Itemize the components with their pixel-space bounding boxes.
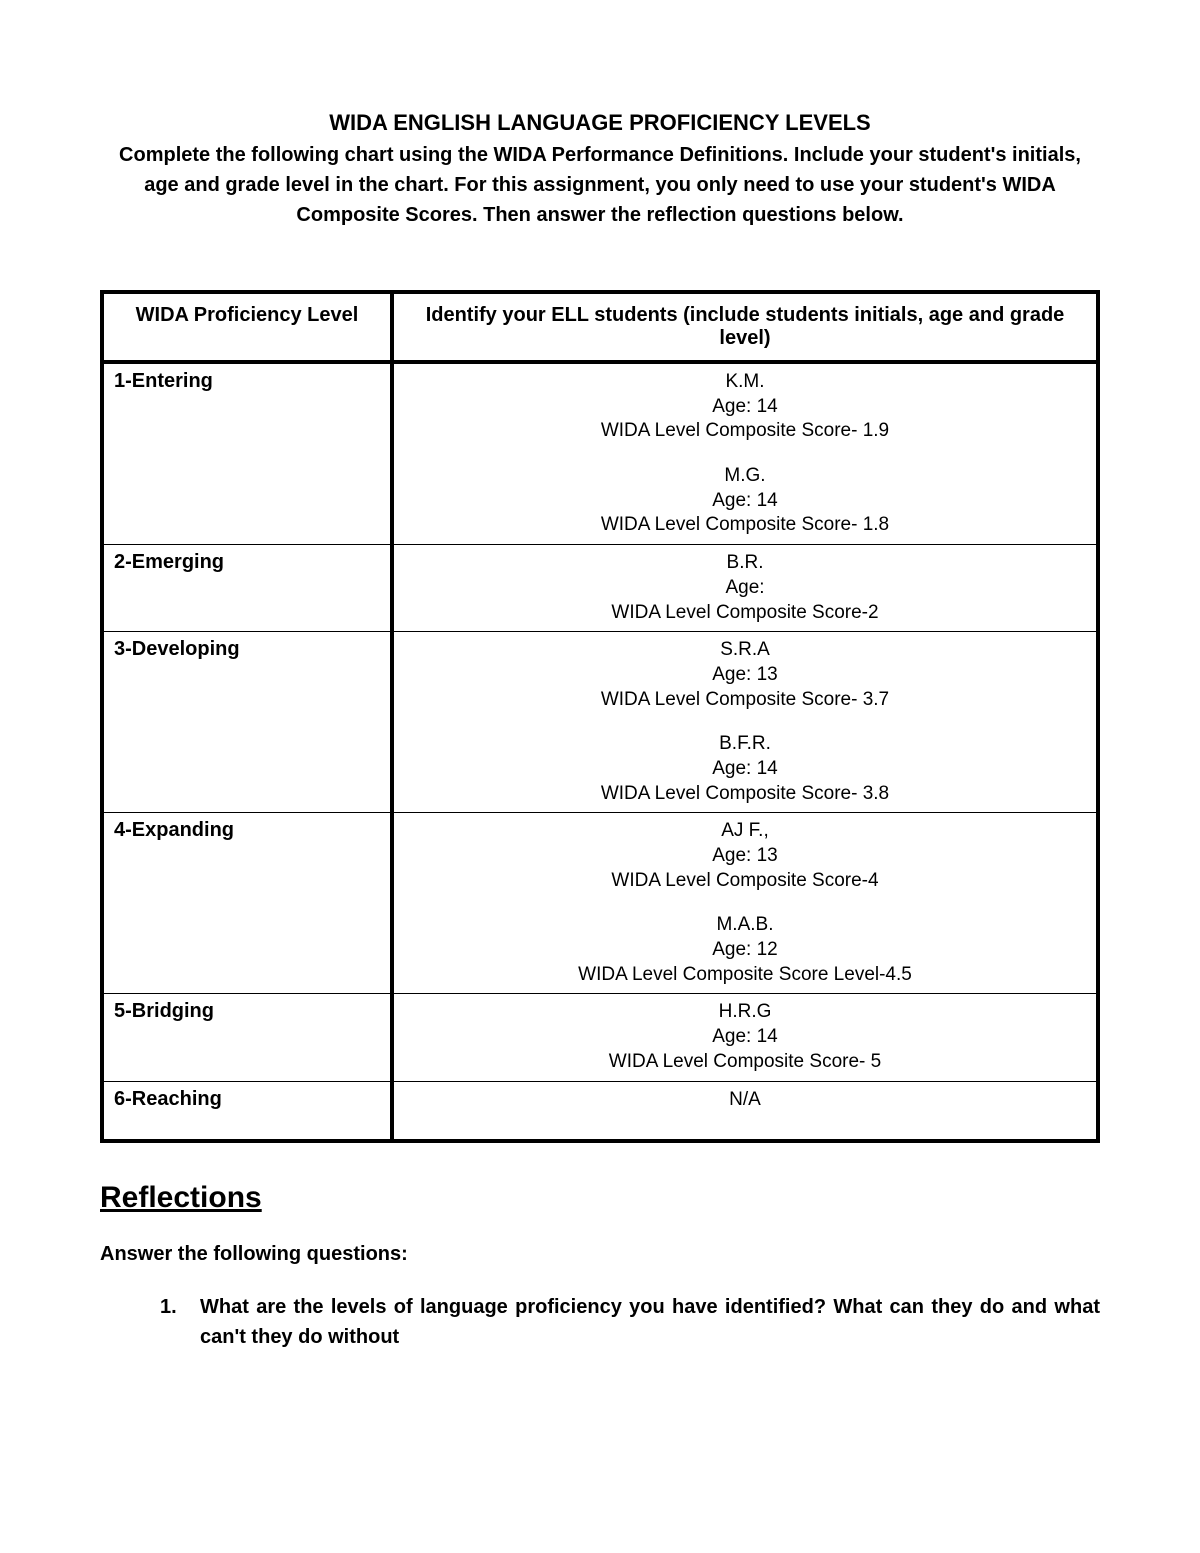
student-age: Age: 14 [404, 1025, 1086, 1050]
student-initials: B.F.R. [404, 732, 1086, 757]
student-initials: H.R.G [404, 1000, 1086, 1025]
student-age: Age: 14 [404, 395, 1086, 420]
student-entry: S.R.A Age: 13 WIDA Level Composite Score… [404, 638, 1086, 712]
col-header-level: WIDA Proficiency Level [102, 292, 392, 362]
wida-table: WIDA Proficiency Level Identify your ELL… [100, 290, 1100, 1143]
table-row: 4-Expanding AJ F., Age: 13 WIDA Level Co… [102, 813, 1098, 994]
na-text: N/A [404, 1088, 1086, 1113]
student-age: Age: 14 [404, 489, 1086, 514]
student-entry: B.R. Age: WIDA Level Composite Score-2 [404, 551, 1086, 625]
level-cell: 4-Expanding [102, 813, 392, 994]
students-cell: S.R.A Age: 13 WIDA Level Composite Score… [392, 632, 1098, 813]
student-score: WIDA Level Composite Score- 1.8 [404, 513, 1086, 538]
level-cell: 2-Emerging [102, 545, 392, 632]
instructions: Complete the following chart using the W… [100, 140, 1100, 230]
students-cell: N/A [392, 1081, 1098, 1141]
student-score: WIDA Level Composite Score-4 [404, 869, 1086, 894]
student-age: Age: 13 [404, 844, 1086, 869]
student-age: Age: [404, 576, 1086, 601]
col-header-students: Identify your ELL students (include stud… [392, 292, 1098, 362]
reflections-heading: Reflections [100, 1181, 1100, 1215]
question-number: 1. [160, 1292, 200, 1352]
table-row: 1-Entering K.M. Age: 14 WIDA Level Compo… [102, 362, 1098, 545]
students-cell: K.M. Age: 14 WIDA Level Composite Score-… [392, 362, 1098, 545]
table-header-row: WIDA Proficiency Level Identify your ELL… [102, 292, 1098, 362]
student-initials: B.R. [404, 551, 1086, 576]
level-cell: 1-Entering [102, 362, 392, 545]
table-row: 2-Emerging B.R. Age: WIDA Level Composit… [102, 545, 1098, 632]
student-score: WIDA Level Composite Score- 3.7 [404, 688, 1086, 713]
students-cell: H.R.G Age: 14 WIDA Level Composite Score… [392, 994, 1098, 1081]
student-initials: S.R.A [404, 638, 1086, 663]
reflections-prompt: Answer the following questions: [100, 1243, 1100, 1266]
page-title: WIDA ENGLISH LANGUAGE PROFICIENCY LEVELS [100, 110, 1100, 136]
page: WIDA ENGLISH LANGUAGE PROFICIENCY LEVELS… [0, 0, 1200, 1553]
student-initials: M.A.B. [404, 913, 1086, 938]
student-entry: B.F.R. Age: 14 WIDA Level Composite Scor… [404, 732, 1086, 806]
student-age: Age: 12 [404, 938, 1086, 963]
student-initials: AJ F., [404, 819, 1086, 844]
table-row: 3-Developing S.R.A Age: 13 WIDA Level Co… [102, 632, 1098, 813]
students-cell: AJ F., Age: 13 WIDA Level Composite Scor… [392, 813, 1098, 994]
question-item: 1. What are the levels of language profi… [100, 1292, 1100, 1352]
student-entry: K.M. Age: 14 WIDA Level Composite Score-… [404, 370, 1086, 444]
student-age: Age: 14 [404, 757, 1086, 782]
student-entry: AJ F., Age: 13 WIDA Level Composite Scor… [404, 819, 1086, 893]
student-entry: M.A.B. Age: 12 WIDA Level Composite Scor… [404, 913, 1086, 987]
student-score: WIDA Level Composite Score- 1.9 [404, 419, 1086, 444]
student-score: WIDA Level Composite Score Level-4.5 [404, 963, 1086, 988]
students-cell: B.R. Age: WIDA Level Composite Score-2 [392, 545, 1098, 632]
table-row: 6-Reaching N/A [102, 1081, 1098, 1141]
question-text: What are the levels of language proficie… [200, 1292, 1100, 1352]
student-initials: K.M. [404, 370, 1086, 395]
student-score: WIDA Level Composite Score-2 [404, 601, 1086, 626]
table-row: 5-Bridging H.R.G Age: 14 WIDA Level Comp… [102, 994, 1098, 1081]
student-score: WIDA Level Composite Score- 5 [404, 1050, 1086, 1075]
student-entry: M.G. Age: 14 WIDA Level Composite Score-… [404, 464, 1086, 538]
level-cell: 6-Reaching [102, 1081, 392, 1141]
student-initials: M.G. [404, 464, 1086, 489]
student-entry: H.R.G Age: 14 WIDA Level Composite Score… [404, 1000, 1086, 1074]
student-age: Age: 13 [404, 663, 1086, 688]
level-cell: 3-Developing [102, 632, 392, 813]
level-cell: 5-Bridging [102, 994, 392, 1081]
student-score: WIDA Level Composite Score- 3.8 [404, 782, 1086, 807]
